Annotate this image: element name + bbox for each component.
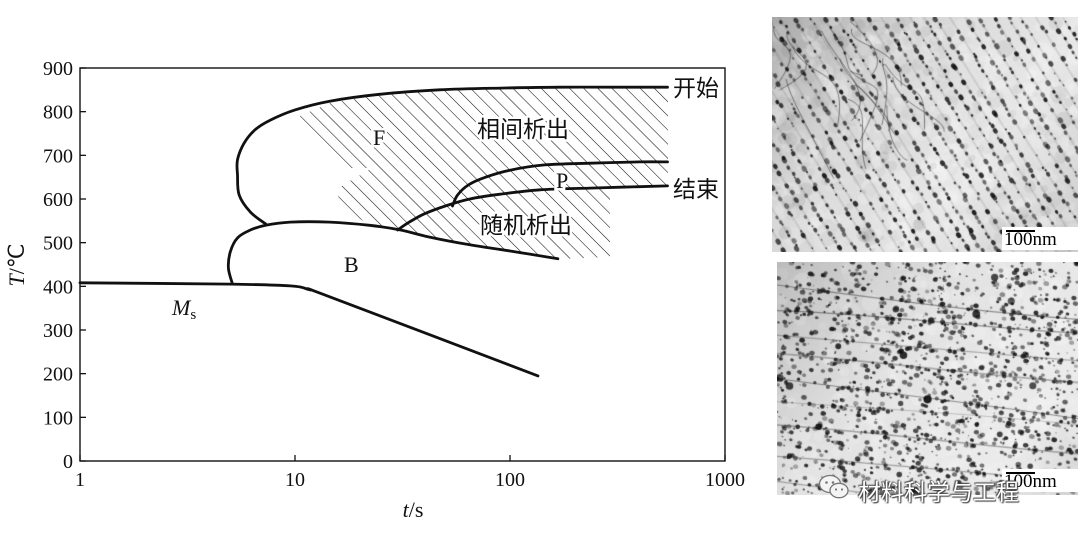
- curve-label-finish: 结束: [673, 177, 719, 203]
- x-tick-label: 100: [495, 469, 525, 491]
- watermark-text: 材料科学与工程: [858, 480, 1019, 506]
- wechat-icon: [818, 474, 849, 499]
- curve-label-start: 开始: [673, 76, 719, 102]
- micrograph-top-image: [772, 17, 1078, 252]
- region-label-bainite: B: [344, 252, 359, 277]
- y-tick-label: 0: [63, 451, 73, 473]
- start-curve: [235, 85, 669, 226]
- region-label-interphase-precipitation: 相间析出: [477, 117, 569, 143]
- x-tick-label: 10: [285, 469, 305, 491]
- x-tick-label: 1000: [705, 469, 745, 491]
- y-axis-label: T/℃: [4, 243, 29, 286]
- region-label-pearlite: P: [556, 168, 568, 193]
- x-axis-label-unit: /s: [409, 497, 424, 522]
- y-tick-label: 700: [43, 145, 73, 167]
- region-label-ferrite: F: [373, 125, 385, 150]
- y-axis-label-unit: /℃: [4, 243, 29, 274]
- y-axis-label-symbol: T: [4, 273, 29, 287]
- scale-bar-top: [1006, 230, 1035, 232]
- micrograph-bottom: 100nm: [777, 262, 1078, 495]
- x-axis: 1 10 100 1000: [75, 455, 745, 491]
- x-axis-label: t/s: [403, 497, 424, 522]
- micrograph-top: 100nm: [772, 17, 1078, 252]
- y-axis: 0 100 200 300 400 500 600 700 800 900: [43, 58, 86, 473]
- plot-frame: [79, 67, 726, 462]
- scale-bar-box-bottom: 100nm: [1002, 469, 1078, 492]
- x-axis-label-symbol: t: [403, 497, 410, 522]
- ms-label-main: M: [171, 295, 192, 320]
- y-tick-label: 300: [43, 320, 73, 342]
- ms-line: [78, 281, 540, 378]
- finish-curve: [396, 184, 669, 232]
- bainite-curve: [226, 220, 560, 285]
- y-tick-label: 100: [43, 407, 73, 429]
- scale-bar-box-top: 100nm: [1002, 227, 1078, 250]
- scale-label-bottom: 100nm: [1004, 471, 1057, 492]
- scale-bar-bottom: [1006, 472, 1035, 474]
- x-tick-label: 1: [75, 469, 85, 491]
- y-tick-label: 200: [43, 364, 73, 386]
- pearlite-start-curve: [451, 160, 669, 208]
- y-tick-label: 900: [43, 58, 73, 80]
- scale-label-top: 100nm: [1004, 229, 1057, 250]
- y-tick-label: 400: [43, 276, 73, 298]
- micrograph-bottom-image: [777, 262, 1078, 495]
- y-tick-label: 800: [43, 102, 73, 124]
- curves: [78, 85, 669, 378]
- y-tick-label: 600: [43, 189, 73, 211]
- ms-label-sub: s: [190, 307, 196, 323]
- hatch-region-interphase-precipitation: [295, 87, 668, 205]
- region-label-random-precipitation: 随机析出: [480, 213, 572, 239]
- watermark: 材料科学与工程: [818, 472, 1080, 506]
- ms-label: Ms: [171, 295, 196, 323]
- y-tick-label: 500: [43, 233, 73, 255]
